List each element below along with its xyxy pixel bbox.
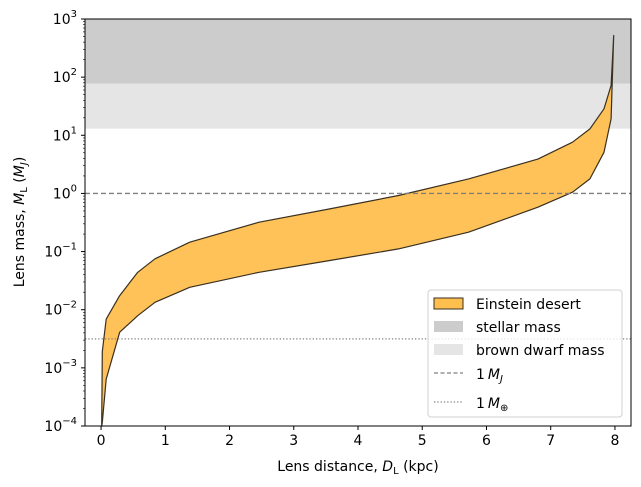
y-tick-label: 10−3: [44, 358, 77, 377]
y-tick-label: 102: [53, 67, 77, 86]
legend-label-stellar-mass: stellar mass: [476, 320, 561, 336]
band-stellar-mass: [85, 19, 631, 84]
y-tick-label: 103: [53, 9, 77, 28]
legend-label-brown-dwarf: brown dwarf mass: [476, 343, 605, 359]
legend-swatch-einstein-desert: [433, 297, 464, 310]
legend-label-einstein-desert: Einstein desert: [476, 297, 581, 313]
x-tick-label: 7: [546, 433, 555, 449]
y-tick-label: 10−4: [44, 416, 77, 435]
x-tick-label: 2: [225, 433, 234, 449]
legend-swatch-brown-dwarf: [434, 344, 463, 355]
legend-label-jupiter: 1 MJ: [476, 367, 503, 385]
legend-swatch-stellar-mass: [434, 321, 463, 332]
x-tick-label: 5: [418, 433, 427, 449]
band-brown-dwarf-mass: [85, 83, 631, 129]
x-tick-label: 0: [97, 433, 106, 449]
legend: Einstein desert stellar mass brown dwarf…: [427, 289, 623, 418]
x-tick-label: 8: [610, 433, 619, 449]
x-axis-label: Lens distance, DL (kpc): [277, 459, 438, 477]
einstein-desert-band: [101, 34, 615, 427]
x-tick-label: 4: [354, 433, 363, 449]
y-tick-label: 100: [53, 183, 77, 202]
y-tick-label: 101: [53, 125, 77, 144]
x-tick-label: 6: [482, 433, 491, 449]
y-tick-label: 10−2: [44, 300, 77, 319]
y-tick-label: 10−1: [44, 242, 77, 261]
legend-label-earth: 1 M⊕: [476, 396, 508, 414]
x-tick-label: 3: [289, 433, 298, 449]
x-tick-label: 1: [161, 433, 170, 449]
y-axis-label: Lens mass, ML (MJ): [12, 157, 30, 288]
